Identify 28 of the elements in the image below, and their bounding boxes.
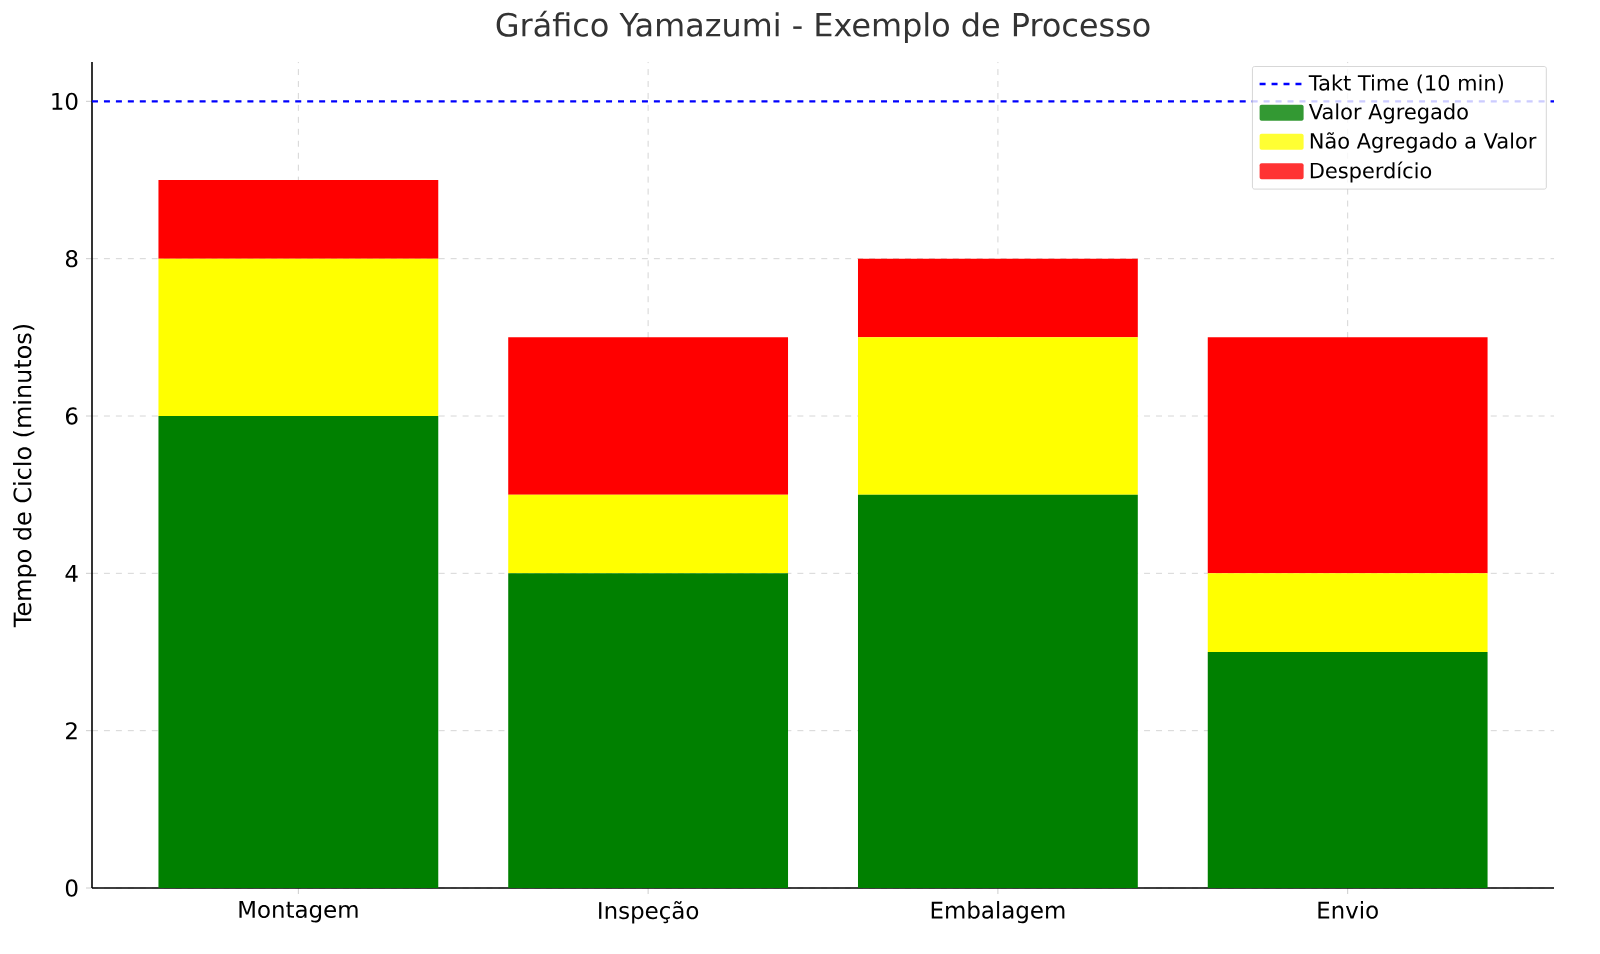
bar [857, 494, 1138, 888]
legend-label: Valor Agregado [1308, 103, 1468, 124]
bar [158, 416, 439, 888]
y-tick-label: 4 [65, 565, 78, 582]
bar [158, 179, 439, 259]
legend-label: Não Agregado a Valor [1310, 132, 1537, 153]
y-tick-label: 0 [65, 879, 78, 897]
y-tick-label: 8 [65, 250, 78, 268]
bar [1207, 337, 1488, 574]
y-tick-label: 10 [52, 92, 78, 110]
ref-line-label: Takt Time (10 min) [1308, 74, 1503, 94]
legend-label: Desperdício [1310, 161, 1432, 183]
y-tick-label: 2 [66, 722, 77, 740]
chart-title: Gráfico Yamazumi - Exemplo de Processo [496, 10, 1150, 43]
y-tick-label: 6 [65, 407, 78, 425]
x-tick-label: Envio [1318, 901, 1378, 919]
y-axis-title: Tempo de Ciclo (minutos) [12, 324, 37, 628]
x-tick-label: Embalagem [931, 901, 1065, 924]
x-tick-label: Inspeção [599, 901, 699, 924]
bar [1207, 573, 1488, 652]
bar [1207, 652, 1488, 888]
bar [857, 337, 1138, 495]
bar [508, 573, 789, 888]
x-tick-label: Montagem [239, 901, 358, 923]
bar [158, 258, 439, 416]
bar [508, 494, 789, 574]
bar [857, 258, 1138, 338]
bar [508, 337, 789, 495]
